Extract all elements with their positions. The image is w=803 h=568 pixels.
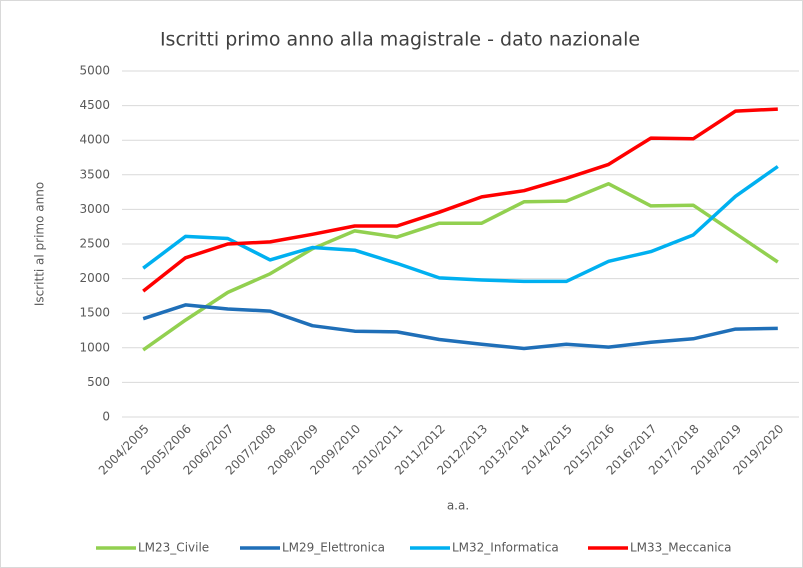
legend-label: LM29_Elettronica	[282, 541, 385, 555]
y-tick-label: 4500	[79, 98, 110, 112]
series-line	[142, 303, 778, 351]
y-tick-label: 3000	[79, 202, 110, 216]
chart-title: Iscritti primo anno alla magistrale - da…	[160, 29, 640, 51]
y-tick-label: 500	[87, 375, 110, 389]
y-tick-label: 1000	[79, 340, 110, 354]
y-tick-label: 4000	[79, 133, 110, 147]
y-tick-label: 1500	[79, 306, 110, 320]
series-line	[142, 165, 779, 284]
y-tick-label: 2500	[79, 237, 110, 251]
y-axis-label: Iscritti al primo anno	[33, 182, 47, 306]
y-tick-label: 5000	[79, 64, 110, 78]
series-line	[142, 107, 778, 293]
series-line	[142, 182, 779, 352]
legend-label: LM33_Meccanica	[630, 541, 731, 555]
x-axis-label: a.a.	[447, 499, 469, 513]
y-tick-label: 2000	[79, 271, 110, 285]
legend-label: LM23_Civile	[138, 541, 209, 555]
y-tick-label: 3500	[79, 167, 110, 181]
legend-label: LM32_Informatica	[452, 541, 559, 555]
y-tick-label: 0	[102, 410, 110, 424]
